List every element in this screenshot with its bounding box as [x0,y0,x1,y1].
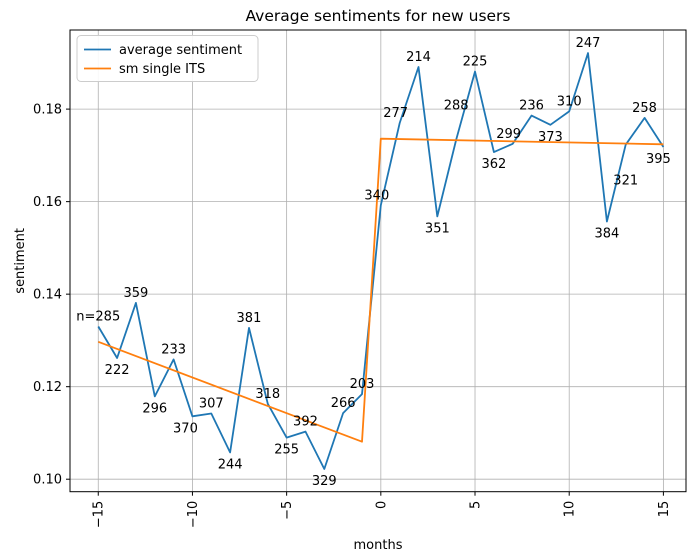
legend: average sentiment sm single ITS [76,35,259,82]
point-label-277: 277 [383,106,408,121]
plot-area [70,30,686,492]
y-tick-label: 0.10 [33,473,62,488]
point-label-296: 296 [142,401,167,416]
point-label-370: 370 [173,421,198,436]
point-label-381: 381 [237,311,262,326]
point-label-351: 351 [425,221,450,236]
series-line-sm-single-its [97,137,664,443]
y-tick-label: 0.18 [33,103,62,118]
x-tick-label: 15 [657,501,672,518]
y-tick-label: 0.14 [33,288,62,303]
point-label-203: 203 [350,377,375,392]
x-tick-label: 0 [374,501,389,509]
point-label-222: 222 [105,363,130,378]
legend-entry-label: average sentiment [119,43,242,58]
point-label-258: 258 [632,101,657,116]
point-label-247: 247 [576,36,601,51]
x-axis-label: months [354,538,403,553]
point-label-373: 373 [538,130,563,145]
point-label-299: 299 [496,127,521,142]
point-label-288: 288 [444,99,469,114]
x-tick-label: 10 [563,501,578,518]
series-line-average-sentiment [97,52,665,470]
point-label-395: 395 [646,152,671,167]
point-label-233: 233 [161,342,186,357]
point-label-244: 244 [218,457,243,472]
chart-title: Average sentiments for new users [245,7,510,25]
y-tick-label: 0.12 [33,380,62,395]
point-label-214: 214 [406,50,431,65]
point-label-329: 329 [312,474,337,489]
point-label-359: 359 [124,286,149,301]
plot-border [69,29,687,493]
point-label-236: 236 [519,99,544,114]
x-tick-label: −5 [280,501,295,520]
point-label-321: 321 [613,174,638,189]
legend-box [76,35,259,82]
point-label-266: 266 [331,396,356,411]
x-tick-label: −15 [92,501,107,528]
legend-entry-label: sm single ITS [119,62,205,77]
point-label-318: 318 [255,387,280,402]
point-label-n-285: n=285 [76,310,120,325]
x-tick-label: 5 [469,501,484,509]
point-label-340: 340 [364,188,389,203]
point-label-310: 310 [557,94,582,109]
x-tick-label: −10 [186,501,201,528]
y-tick-label: 0.16 [33,195,62,210]
point-label-307: 307 [199,397,224,412]
point-label-392: 392 [293,415,318,430]
point-label-255: 255 [274,443,299,458]
point-label-384: 384 [594,227,619,242]
y-axis-label: sentiment [13,228,28,294]
point-label-362: 362 [481,157,506,172]
point-label-225: 225 [463,55,488,70]
